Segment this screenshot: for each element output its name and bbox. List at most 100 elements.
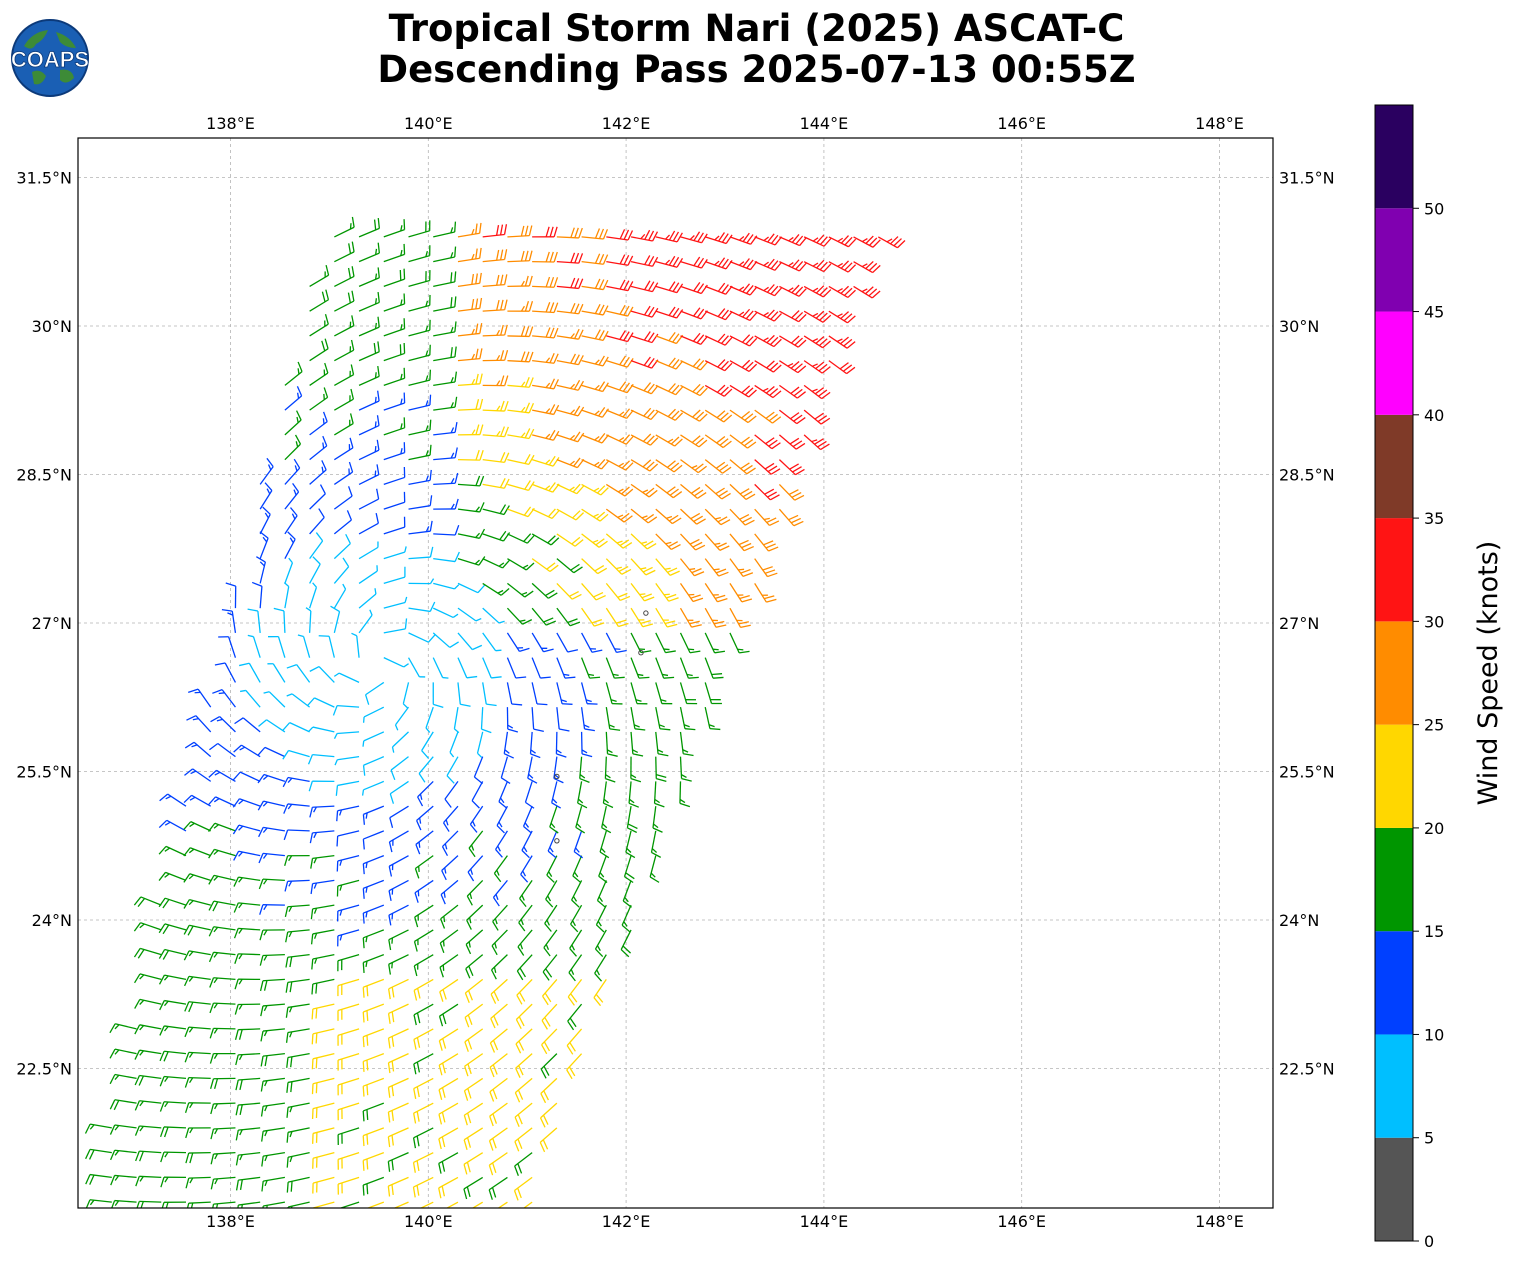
wind-barb <box>247 634 261 658</box>
wind-barb <box>581 303 609 316</box>
wind-barb <box>482 249 508 263</box>
wind-barb <box>754 583 777 603</box>
wind-barb <box>388 879 409 902</box>
wind-barb <box>556 227 583 239</box>
wind-barb <box>602 781 614 809</box>
wind-barb <box>488 1176 508 1200</box>
wind-barb <box>408 294 431 312</box>
wind-barb <box>516 954 533 981</box>
wind-barb <box>210 1127 236 1140</box>
wind-barb <box>498 781 509 809</box>
wind-barb <box>158 948 187 960</box>
wind-barb <box>778 459 805 476</box>
wind-barb <box>235 1053 261 1066</box>
wind-barb <box>287 1201 310 1208</box>
wind-barb <box>704 282 733 295</box>
wind-barb <box>704 632 726 654</box>
wind-barb <box>507 428 535 440</box>
wind-barb <box>606 381 634 394</box>
wind-barb <box>333 437 354 461</box>
wind-barb <box>566 1053 583 1080</box>
colorbar-tick-label: 10 <box>1424 1025 1444 1044</box>
wind-barb <box>457 502 485 513</box>
wind-barb <box>308 780 335 792</box>
lat-tick-label: 28.5°N <box>1279 466 1335 485</box>
colorbar-tick-label: 20 <box>1424 819 1444 838</box>
wind-barb <box>388 1252 408 1264</box>
wind-barb <box>606 355 634 368</box>
wind-barb <box>493 855 508 883</box>
wind-barb <box>309 582 318 609</box>
wind-barb <box>408 220 431 238</box>
wind-barb <box>158 819 187 832</box>
wind-barb <box>313 1227 334 1243</box>
wind-barb <box>704 558 729 577</box>
wind-barb <box>421 731 434 759</box>
wind-barb <box>358 588 377 609</box>
wind-barb <box>284 904 310 918</box>
wind-barb <box>419 1201 434 1208</box>
wind-barb <box>387 1127 409 1148</box>
wind-barb <box>630 305 659 318</box>
wind-barb <box>593 979 607 1007</box>
wind-barb <box>507 402 535 414</box>
wind-barb <box>605 731 618 757</box>
wind-barb <box>606 279 634 292</box>
wind-barb <box>438 1152 459 1174</box>
wind-barb <box>606 434 634 445</box>
wind-barb <box>506 607 533 625</box>
wind-barb <box>630 356 659 369</box>
colorbar-swatch <box>1375 311 1413 415</box>
wind-barb <box>482 477 510 489</box>
wind-barb <box>828 360 856 375</box>
wind-barb <box>581 607 605 627</box>
wind-barb <box>259 904 285 915</box>
wind-barb <box>541 1003 558 1030</box>
wind-barb <box>482 375 509 387</box>
wind-barb <box>134 1074 162 1086</box>
wind-barb <box>514 1127 533 1152</box>
wind-barb <box>628 781 640 808</box>
wind-barb <box>680 434 708 448</box>
wind-barb <box>463 1176 484 1200</box>
wind-barb <box>134 1100 162 1111</box>
wind-barb <box>803 384 831 400</box>
wind-barb <box>433 498 459 510</box>
wind-barb <box>183 924 211 936</box>
wind-barb <box>622 880 632 908</box>
wind-barb <box>680 508 706 525</box>
wind-barb <box>358 341 380 362</box>
wind-barb <box>655 558 680 576</box>
logo-text: COAPS <box>11 47 89 72</box>
wind-barb <box>134 973 162 984</box>
wind-barb <box>488 1152 508 1176</box>
wind-barb <box>630 707 646 731</box>
wind-barb <box>555 731 567 758</box>
wind-barb <box>309 484 326 510</box>
wind-barb <box>336 855 360 872</box>
wind-barb <box>490 978 508 1004</box>
wind-barb <box>408 578 435 585</box>
wind-barb <box>473 756 484 785</box>
wind-barb <box>362 1176 385 1196</box>
island-markers <box>554 610 649 844</box>
wind-barb <box>334 339 355 362</box>
wind-barb <box>630 459 659 472</box>
wind-barb <box>457 632 483 651</box>
wind-barb <box>394 706 410 731</box>
wind-barb <box>575 805 586 834</box>
wind-barb <box>581 508 609 522</box>
wind-barb <box>704 434 732 449</box>
wind-barb <box>208 951 236 963</box>
wind-barb <box>158 974 187 985</box>
wind-barb <box>754 233 783 246</box>
wind-barb <box>464 1053 484 1077</box>
wind-barb <box>457 323 483 337</box>
wind-barb <box>258 826 285 838</box>
wind-barb <box>625 830 636 859</box>
wind-barb <box>457 582 486 594</box>
wind-barb <box>362 1077 385 1097</box>
wind-barb <box>234 1028 261 1040</box>
wind-barb <box>383 243 406 263</box>
wind-barb <box>412 1176 434 1198</box>
